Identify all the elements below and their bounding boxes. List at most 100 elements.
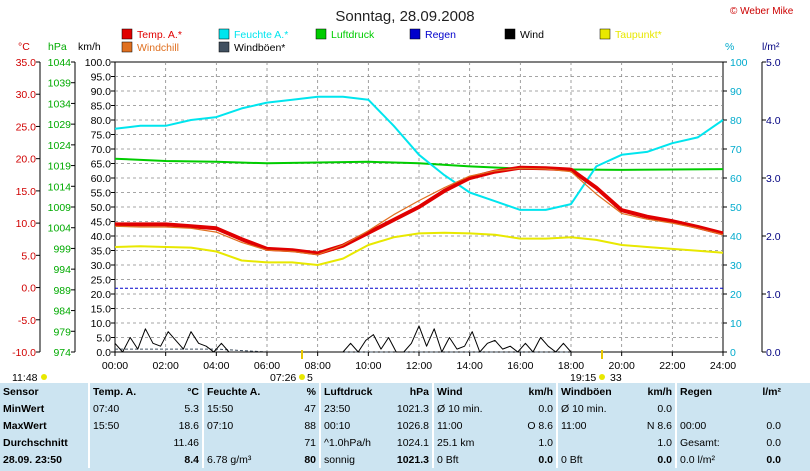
header-gust: Windböen <box>556 383 624 400</box>
stats-cell-wind-v: 0.0 <box>538 402 553 415</box>
header-hum-unit: % <box>306 385 316 398</box>
rad-tick-label: 2.0 <box>766 231 781 243</box>
stats-cell-temp-v: 8.4 <box>184 453 199 466</box>
speed-tick-label: 20.0 <box>91 289 112 301</box>
x-tick-label: 22:00 <box>659 360 685 372</box>
press-tick-label: 1014 <box>48 181 72 193</box>
temp-tick-label: 15.0 <box>16 186 37 198</box>
temp-tick-label: 35.0 <box>16 57 37 69</box>
speed-tick-label: 75.0 <box>91 130 112 142</box>
header-hum: Feuchte A. <box>202 383 276 400</box>
stats-cell-label: MaxWert <box>3 419 47 432</box>
header-sensor: Sensor <box>3 385 39 398</box>
markers: 11:48 07:26 5 19:15 33 <box>12 350 622 383</box>
stats-cell-hum-v: 71 <box>304 436 316 449</box>
legend-swatch <box>315 28 327 40</box>
speed-tick-label: 55.0 <box>91 188 112 200</box>
legend-swatch <box>218 41 230 53</box>
legend-label: Feuchte A.* <box>234 29 288 41</box>
speed-tick-label: 45.0 <box>91 217 112 229</box>
sunset-line <box>601 350 603 359</box>
stats-cell-wind-v: 0.0 <box>538 453 553 466</box>
credit-text: © Weber Mike <box>730 6 794 17</box>
humidity-tick-label: 40 <box>730 231 742 243</box>
legend-swatch <box>504 28 516 40</box>
speed-tick-label: 95.0 <box>91 72 112 84</box>
stats-cell-gust-v: N 8.6 <box>646 419 672 432</box>
temp-tick-label: -10.0 <box>12 347 36 359</box>
x-tick-label: 06:00 <box>254 360 280 372</box>
stats-cell-rain-t: 00:00 <box>675 417 738 434</box>
press-tick-label: 974 <box>53 347 71 359</box>
humidity-tick-label: 90 <box>730 86 742 98</box>
stats-row: MinWert 07:40 5.3 15:50 47 23:50 1021.3 Ø 10 mi… <box>0 400 784 417</box>
press-tick-label: 1009 <box>48 202 72 214</box>
rad-tick-label: 4.0 <box>766 115 781 127</box>
speed-tick-label: 35.0 <box>91 246 112 258</box>
header-wind-unit: km/h <box>528 385 553 398</box>
legend-label: Windchill <box>137 42 179 54</box>
speed-axis-unit: km/h <box>78 41 101 53</box>
stats-cell-gust-v: 0.0 <box>657 453 672 466</box>
stats-cell-label: 28.09. 23:50 <box>3 453 62 466</box>
stats-cell-press-t: 00:10 <box>319 417 384 434</box>
humidity-tick-label: 10 <box>730 318 742 330</box>
stats-cell-temp-t <box>88 434 156 451</box>
x-tick-label: 18:00 <box>558 360 584 372</box>
x-tick-label: 04:00 <box>203 360 229 372</box>
stats-cell-wind-v: 1.0 <box>538 436 553 449</box>
stats-cell-rain-v: 0.0 <box>766 436 781 449</box>
series-line-luftdruck <box>114 157 724 171</box>
humidity-tick-label: 30 <box>730 260 742 272</box>
press-tick-label: 989 <box>53 285 71 297</box>
press-tick-label: 1029 <box>48 119 72 131</box>
x-tick-label: 12:00 <box>406 360 432 372</box>
press-tick-label: 999 <box>53 243 71 255</box>
stats-cell-press-t: ^1.0hPa/h <box>319 434 384 451</box>
speed-tick-label: 85.0 <box>91 101 112 113</box>
legend-label: Wind <box>520 29 544 41</box>
speed-tick-label: 10.0 <box>91 318 112 330</box>
header-temp-unit: °C <box>187 385 199 398</box>
x-tick-label: 02:00 <box>153 360 179 372</box>
press-axis-unit: hPa <box>48 41 67 53</box>
humidity-tick-label: 50 <box>730 202 742 214</box>
stats-row: Durchschnitt 11.46 71 ^1.0hPa/h 1024.1 25.1 k… <box>0 434 784 451</box>
humidity-tick-label: 100 <box>730 57 748 69</box>
stats-cell-press-v: 1021.3 <box>396 453 429 466</box>
header-press: Luftdruck <box>319 383 384 400</box>
legend-swatch <box>121 41 133 53</box>
stats-cell-temp-t: 07:40 <box>88 400 156 417</box>
header-wind: Wind <box>432 383 500 400</box>
stats-row: 28.09. 23:50 8.4 6.78 g/m³ 80 sonnig 1021.3 0 … <box>0 451 784 468</box>
stats-cell-press-t: sonnig <box>319 451 384 468</box>
rad-tick-label: 1.0 <box>766 289 781 301</box>
speed-tick-label: 25.0 <box>91 275 112 287</box>
sunset-time: 19:15 <box>570 372 596 383</box>
temp-tick-label: 5.0 <box>21 250 36 262</box>
stats-cell-rain-t: 0.0 l/m² <box>675 451 738 468</box>
press-tick-label: 1044 <box>48 57 72 69</box>
header-rain-unit: l/m² <box>762 385 781 398</box>
speed-tick-label: 50.0 <box>91 202 112 214</box>
header-temp: Temp. A. <box>88 383 156 400</box>
stats-row: MaxWert 15:50 18.6 07:10 88 00:10 1026.8 11:00 O… <box>0 417 784 434</box>
stats-cell-rain-v: 0.0 <box>766 419 781 432</box>
press-tick-label: 1039 <box>48 78 72 90</box>
stats-cell-gust-v: 0.0 <box>657 402 672 415</box>
stats-cell-hum-t <box>202 434 276 451</box>
stats-cell-press-v: 1021.3 <box>396 402 429 415</box>
series-line-feuchte-a <box>114 95 724 211</box>
speed-tick-label: 60.0 <box>91 173 112 185</box>
stats-cell-temp-t: 15:50 <box>88 417 156 434</box>
grid <box>115 62 723 352</box>
stats-cell-wind-t: 11:00 <box>432 417 500 434</box>
stats-cell-gust-t <box>556 434 624 451</box>
x-tick-label: 24:00 <box>710 360 736 372</box>
sunrise-line <box>301 350 303 359</box>
press-tick-label: 979 <box>53 326 71 338</box>
humidity-tick-label: 0 <box>730 347 736 359</box>
legend-swatch <box>121 28 133 40</box>
header-gust-unit: km/h <box>647 385 672 398</box>
stats-cell-press-v: 1024.1 <box>396 436 429 449</box>
